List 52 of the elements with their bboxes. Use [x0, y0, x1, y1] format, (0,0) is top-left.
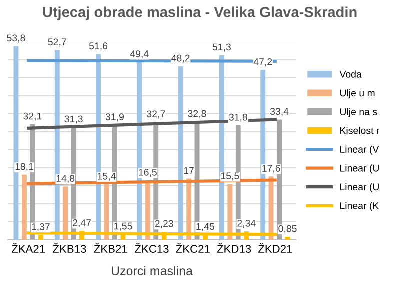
data-label: 1,37 [32, 223, 50, 232]
x-tick-label: ŽKB21 [94, 243, 128, 253]
legend-label: Ulje na s [340, 108, 378, 118]
x-tick-label: ŽKA21 [12, 243, 46, 253]
data-label: 15,4 [98, 173, 116, 182]
bar [145, 180, 150, 240]
bar [268, 176, 274, 240]
legend-label: Linear (U [340, 183, 379, 192]
data-label: 33,4 [270, 108, 289, 116]
data-label: 1,55 [114, 222, 132, 231]
data-label: 18,1 [16, 163, 34, 172]
data-label: 47,2 [254, 58, 272, 67]
data-label: 0,85 [278, 225, 297, 234]
x-tick-label: ŽKC13 [135, 243, 169, 254]
data-label: 31,9 [106, 114, 124, 122]
x-tick-label: ŽKB13 [53, 243, 86, 254]
x-tick-label: ŽKC21 [176, 243, 210, 254]
data-label: 31,8 [229, 114, 248, 122]
data-label: 32,8 [188, 110, 206, 118]
data-label: 2,47 [73, 220, 92, 228]
data-label: 17 [184, 167, 194, 174]
data-label: 16,5 [139, 169, 157, 178]
data-label: 1,45 [196, 223, 215, 232]
data-label: 31,3 [64, 116, 83, 124]
bar [186, 178, 192, 240]
data-label: 52,7 [48, 38, 66, 47]
legend-label: Linear (K [340, 202, 380, 212]
data-label: 48,2 [172, 54, 190, 63]
x-tick-label: ŽKD21 [258, 243, 292, 253]
bar [22, 174, 27, 240]
chart-title: Utjecaj obrade maslina - Velika Glava-Skradin [43, 6, 357, 20]
data-label: 32,7 [147, 110, 166, 119]
x-tick-label: ŽKD13 [217, 243, 252, 254]
data-label: 53,8 [7, 34, 26, 43]
data-label: 2,34 [238, 220, 256, 228]
legend-label: Linear (V [340, 146, 380, 155]
data-label: 15,5 [221, 172, 240, 181]
legend-label: Kiselost r [340, 127, 380, 134]
legend-label: Ulje u m [340, 90, 375, 99]
bar [178, 66, 184, 240]
data-label: 2,23 [155, 220, 174, 228]
bar [228, 184, 233, 240]
data-label: 51,3 [212, 44, 231, 52]
bar [63, 186, 68, 240]
data-label: 14,8 [56, 175, 75, 184]
data-label: 49,4 [130, 50, 149, 59]
x-axis-title: Uzorci maslina [112, 266, 193, 276]
legend-label: Voda [340, 70, 362, 78]
legend-label: Linear (U [340, 164, 379, 174]
data-label: 17,6 [262, 165, 280, 174]
data-label: 51,6 [89, 42, 108, 51]
data-label: 32,1 [24, 112, 42, 121]
